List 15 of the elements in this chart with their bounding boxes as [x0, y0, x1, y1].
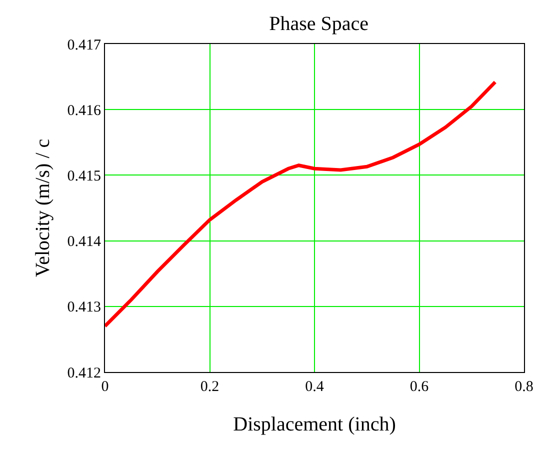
y-tick-label: 0.415 — [67, 168, 101, 184]
y-tick-label: 0.414 — [67, 234, 102, 250]
x-tick-label: 0.4 — [305, 379, 324, 395]
chart-title: Phase Space — [269, 12, 369, 35]
x-tick-label: 0.2 — [200, 379, 220, 395]
x-tick-label: 0.6 — [410, 379, 430, 395]
y-tick-label: 0.416 — [67, 102, 102, 119]
y-tick-label: 0.413 — [67, 300, 101, 316]
y-axis-title: Velocity (m/s) / c — [32, 138, 54, 278]
x-tick-label: 0 — [101, 379, 109, 395]
y-tick-label: 0.412 — [67, 365, 101, 382]
x-axis-title: Displacement (inch) — [233, 414, 396, 436]
y-tick-label: 0.417 — [67, 37, 102, 54]
line-series — [105, 80, 497, 328]
x-tick-label: 0.8 — [514, 379, 534, 395]
